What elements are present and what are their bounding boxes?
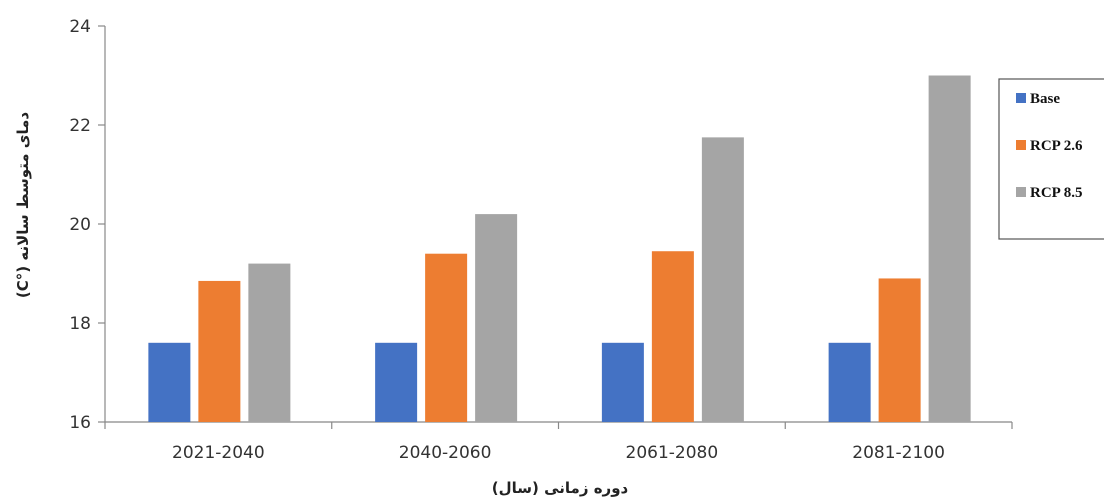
axes xyxy=(104,26,1012,423)
y-tick-label: 24 xyxy=(69,17,91,37)
bar-rcp-8-5-2040-2060 xyxy=(475,214,518,422)
bar-base-2061-2080 xyxy=(601,342,644,422)
legend-label: RCP 8.5 xyxy=(1030,185,1083,201)
bar-base-2081-2100 xyxy=(828,342,871,422)
x-tick-label: 2081-2100 xyxy=(852,443,945,463)
bar-base-2040-2060 xyxy=(375,342,418,422)
bar-rcp-8-5-2021-2040 xyxy=(248,263,291,422)
bar-rcp-8-5-2061-2080 xyxy=(701,137,744,422)
y-tick-label: 20 xyxy=(69,215,91,235)
legend-swatch-rcp-2-6 xyxy=(1016,140,1026,150)
y-axis-title: دمای متوسط سالانه (°C) xyxy=(14,112,32,298)
bars xyxy=(148,75,971,422)
x-axis-title: دوره زمانی (سال) xyxy=(492,479,629,497)
y-tick-label: 16 xyxy=(69,413,91,433)
y-tick-label: 18 xyxy=(69,314,91,334)
bar-rcp-2-6-2021-2040 xyxy=(198,280,241,422)
y-tick-label: 22 xyxy=(69,116,91,136)
x-tick-labels: 2021-2040 2040-2060 2061-2080 2081-2100 xyxy=(172,443,945,463)
legend-swatch-base xyxy=(1016,93,1026,103)
bar-base-2021-2040 xyxy=(148,342,191,422)
bar-rcp-2-6-2061-2080 xyxy=(651,251,694,422)
x-tick-label: 2061-2080 xyxy=(626,443,719,463)
legend-swatch-rcp-8-5 xyxy=(1016,187,1026,197)
y-ticks xyxy=(98,25,105,423)
legend: Base RCP 2.6 RCP 8.5 xyxy=(998,78,1104,240)
bar-rcp-2-6-2081-2100 xyxy=(878,278,921,422)
legend-box xyxy=(998,78,1104,240)
bar-rcp-8-5-2081-2100 xyxy=(928,75,971,422)
x-tick-label: 2021-2040 xyxy=(172,443,265,463)
legend-label: Base xyxy=(1030,91,1060,107)
x-ticks xyxy=(104,422,1013,429)
legend-label: RCP 2.6 xyxy=(1030,138,1083,154)
bar-rcp-2-6-2040-2060 xyxy=(425,253,468,422)
y-tick-labels: 16 18 20 22 24 xyxy=(69,17,91,433)
x-tick-label: 2040-2060 xyxy=(399,443,492,463)
